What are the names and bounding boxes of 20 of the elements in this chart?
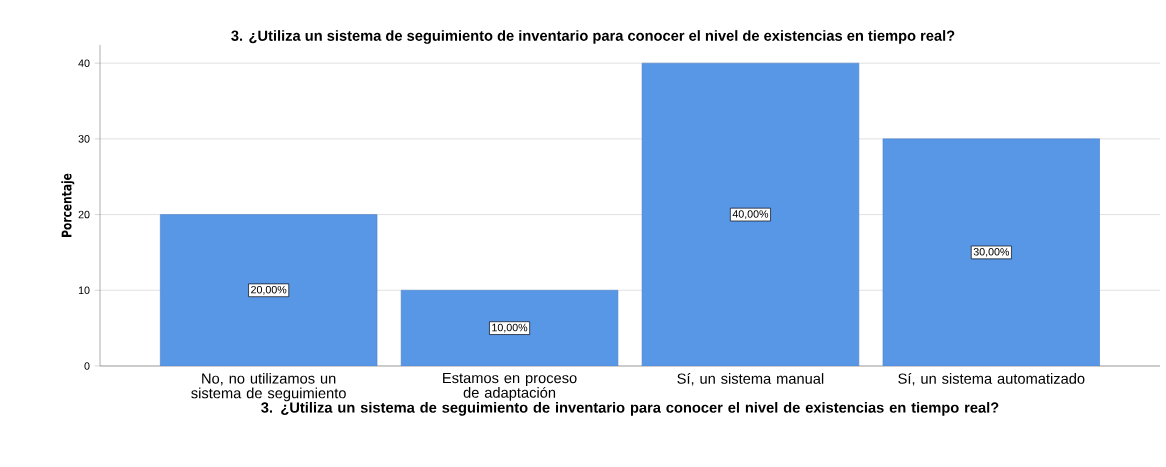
bar	[882, 138, 1101, 366]
y-axis-title: Porcentaje	[61, 173, 75, 237]
data-label: 10,00%	[492, 323, 528, 333]
x-tick-label: Sí, un sistema automatizado	[898, 372, 1085, 386]
y-tick-label: 20	[78, 210, 90, 219]
y-tick-label: 30	[78, 135, 90, 143]
chart-title: 3. ¿Utiliza un sistema de seguimiento de inventario para conocer el nivel de existencias en tiempo real?	[231, 30, 955, 44]
data-label: 30,00%	[973, 248, 1010, 257]
y-tick-label: 0	[84, 362, 90, 370]
bar	[400, 290, 619, 366]
data-label: 40,00%	[732, 210, 769, 219]
x-tick-label: Sí, un sistema manual	[677, 372, 824, 386]
x-tick-label: No, no utilizamos un sistema de seguimiento	[191, 372, 346, 402]
y-tick-label: 40	[78, 59, 90, 67]
y-tick-label: 10	[78, 286, 90, 295]
bar	[159, 214, 378, 366]
x-axis-title: 3. ¿Utiliza un sistema de seguimiento de inventario para conocer el nivel de existencias en tiempo real?	[261, 401, 999, 416]
x-tick-label: Estamos en proceso de adaptación	[443, 372, 577, 401]
data-label: 20,00%	[251, 285, 287, 295]
bar	[641, 62, 860, 366]
